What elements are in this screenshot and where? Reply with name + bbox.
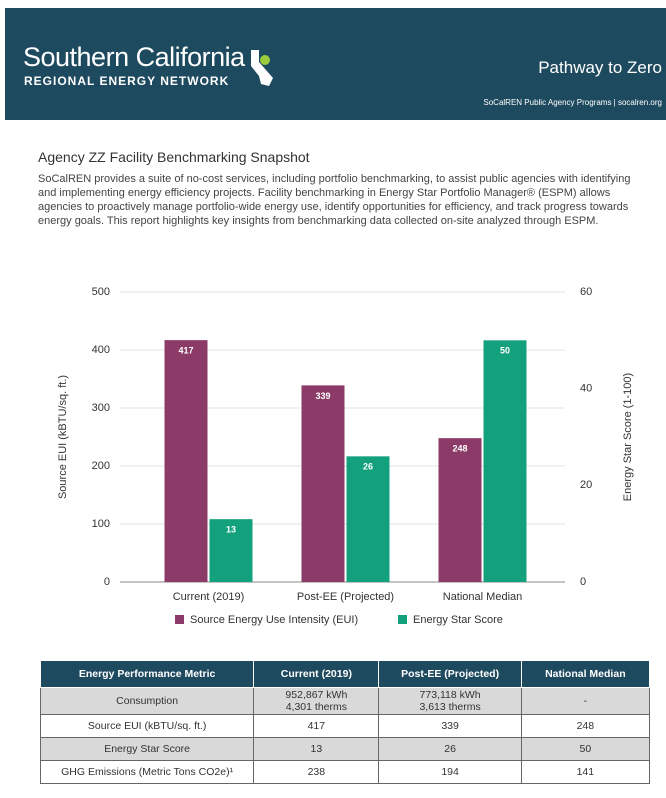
table-cell: Energy Star Score <box>39 737 255 761</box>
table-cell: 26 <box>378 737 522 761</box>
header: Southern California REGIONAL ENERGY NETW… <box>5 8 666 120</box>
bar-value-label: 50 <box>500 346 510 356</box>
table-cell: 50 <box>520 737 651 761</box>
y-tick-label: 0 <box>104 576 110 588</box>
bar-value-label: 248 <box>452 444 467 454</box>
table-cell: 952,867 kWh 4,301 therms <box>253 687 380 715</box>
bar <box>483 340 527 582</box>
chart: 0 100 200 300 400 500 0 20 40 60 Source EUI (kBTU/… <box>57 286 634 626</box>
y2-tick-label: 20 <box>580 479 592 491</box>
logo-icon <box>251 50 273 86</box>
legend-swatch <box>175 615 184 624</box>
y-tick-label: 300 <box>92 402 110 414</box>
legend-swatch <box>398 615 407 624</box>
table-cell: 238 <box>253 760 380 784</box>
cell-line: 952,867 kWh <box>285 689 348 701</box>
report-title: Agency ZZ Facility Benchmarking Snapshot <box>38 149 310 165</box>
y-tick-label: 100 <box>92 518 110 530</box>
bar <box>301 385 345 582</box>
header-title: Pathway to Zero <box>538 58 662 77</box>
bar <box>164 340 208 582</box>
header-subtitle: SoCalREN Public Agency Programs | socalr… <box>483 98 662 107</box>
y2-tick-label: 0 <box>580 576 586 588</box>
column-header: Post-EE (Projected) <box>378 660 522 688</box>
table-row: Source EUI (kBTU/sq. ft.) 417 339 248 <box>39 714 651 738</box>
bar <box>346 456 390 582</box>
table-cell: Source EUI (kBTU/sq. ft.) <box>39 714 255 738</box>
metrics-table: Energy Performance Metric Current (2019) P… <box>39 660 651 784</box>
cell-line: 4,301 therms <box>285 701 347 713</box>
y-tick-label: 200 <box>92 460 110 472</box>
table-cell: 194 <box>378 760 522 784</box>
column-header: National Median <box>520 660 651 688</box>
y-tick-label: 400 <box>92 344 110 356</box>
x-tick-label: Current (2019) <box>173 591 245 603</box>
cell-line: 773,118 kWh <box>419 689 481 701</box>
table-cell: - <box>520 687 651 715</box>
brand: Southern California <box>23 42 245 72</box>
bar-value-label: 26 <box>363 462 373 472</box>
table-cell: 248 <box>520 714 651 738</box>
intro-paragraph: SoCalREN provides a suite of no-cost ser… <box>38 173 631 227</box>
brand-sub: REGIONAL ENERGY NETWORK <box>24 74 230 88</box>
bar-value-label: 13 <box>226 525 236 535</box>
bar <box>209 519 253 582</box>
table-cell: GHG Emissions (Metric Tons CO2e)¹ <box>39 760 255 784</box>
column-header: Current (2019) <box>253 660 380 688</box>
cell-line: 3,613 therms <box>419 701 481 713</box>
y-axis-label: Source EUI (kBTU/sq. ft.) <box>57 375 69 499</box>
bar-value-label: 339 <box>315 391 330 401</box>
legend-label: Source Energy Use Intensity (EUI) <box>190 614 358 626</box>
y2-tick-label: 60 <box>580 286 592 298</box>
table-row: Consumption 952,867 kWh 4,301 therms 773,11… <box>39 687 651 715</box>
table-row: GHG Emissions (Metric Tons CO2e)¹ 238 194 1… <box>39 760 651 784</box>
bar <box>438 438 482 582</box>
table-row: Energy Star Score 13 26 50 <box>39 737 651 761</box>
table-cell: 417 <box>253 714 380 738</box>
y-tick-label: 500 <box>92 286 110 298</box>
x-tick-label: Post-EE (Projected) <box>297 591 394 603</box>
column-header: Energy Performance Metric <box>39 660 255 688</box>
y2-axis-label: Energy Star Score (1-100) <box>622 373 634 501</box>
table-cell: 773,118 kWh 3,613 therms <box>378 687 522 715</box>
x-tick-label: National Median <box>443 591 523 603</box>
header-row: Energy Performance Metric Current (2019) P… <box>39 660 651 688</box>
legend-label: Energy Star Score <box>413 614 503 626</box>
table-cell: 141 <box>520 760 651 784</box>
table-cell: 13 <box>253 737 380 761</box>
bar-value-label: 417 <box>178 346 193 356</box>
y2-tick-label: 40 <box>580 383 592 395</box>
table-cell: Consumption <box>39 687 255 715</box>
table-cell: 339 <box>378 714 522 738</box>
